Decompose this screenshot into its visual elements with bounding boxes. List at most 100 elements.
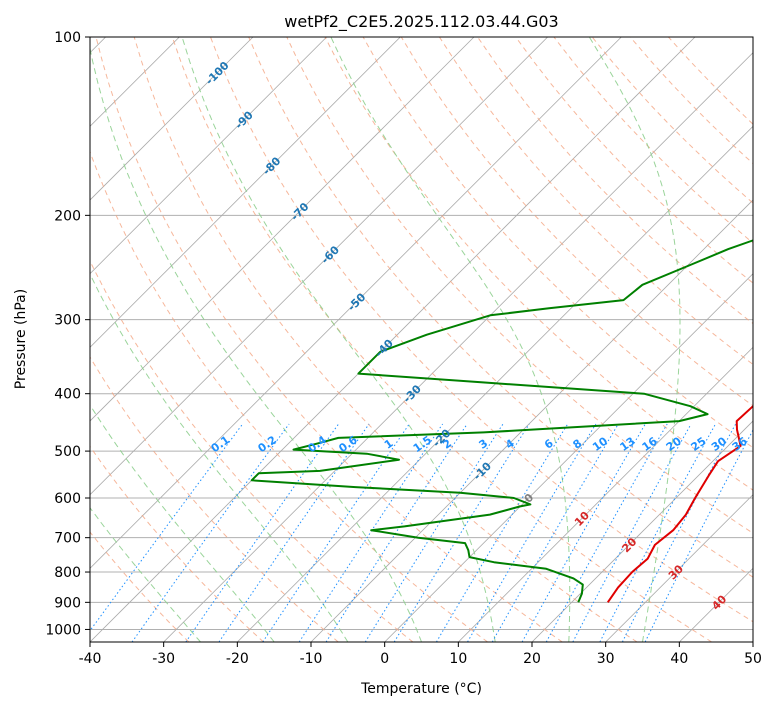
plot-frame [89,36,754,643]
dry-adiabat-line [90,445,264,642]
y-axis-title: Pressure (hPa) [13,289,29,389]
mixing-ratio-line [393,423,530,642]
isotherm-gridline [310,199,753,642]
mixing-ratio-line [185,423,340,642]
mixing-ratio-line [491,423,619,642]
isotherm-gridline [679,567,753,642]
isotherm-gridline [163,52,753,642]
dry-adiabat-line [400,37,753,407]
dry-adiabat-line [515,37,753,284]
y-tick-label: 700 [54,531,81,547]
mixing-ratio-line [599,423,716,642]
y-tick-label: 1000 [45,622,81,638]
mixing-ratio-line [218,423,370,642]
x-tick-label: 20 [523,651,541,667]
isotherm-gridline [531,420,753,642]
mixing-ratio-line [545,423,668,642]
mixing-ratio-line [325,423,468,642]
dry-adiabat-line [90,356,339,642]
mixing-ratio-label: 1.5 [411,433,434,455]
isotherm-label: -10 [471,459,494,482]
moist-adiabat-line [181,37,496,642]
mixing-ratio-line [435,423,569,642]
x-tick-label: -10 [300,651,323,667]
isotherm-label: -90 [233,108,256,131]
dry-adiabat-line [591,37,753,204]
mixing-ratio-line [521,423,646,642]
y-tick-label: 400 [54,387,81,403]
x-tick-label: 50 [744,651,762,667]
y-tick-label: 200 [54,208,81,224]
x-tick-label: 0 [380,651,389,667]
mixing-ratio-line [621,423,737,642]
axes: -40 -30 -20 -10 0 10 20 30 40 5010009008007006005… [45,30,762,667]
dry-adiabat-line [286,37,753,534]
moist-adiabat-line [90,506,201,642]
profiles [250,239,753,603]
moist-adiabat-line [588,37,681,642]
dewpoint-profile-line [250,239,753,603]
isotherm-gridline [605,494,753,642]
mixing-ratio-label: 6 [542,437,556,452]
moist-adiabat-line [90,46,422,642]
isotherm-gridline [90,37,548,496]
chart-title: wetPf2_C2E5.2025.112.03.44.G03 [284,12,558,32]
dry-adiabat-line [90,150,488,642]
mixing-ratio-line [262,423,410,642]
dry-adiabat-line [248,37,753,578]
isopleth-labels: 0.1 0.2 0.4 0.6 1 1.5 2 3 4 6 8 10 13 16 20 25 30 36-100-… [203,59,750,613]
isotherm-gridline [237,125,753,642]
x-tick-label: 30 [597,651,615,667]
isotherm-label: -70 [288,200,311,223]
mixing-ratio-line [467,423,597,642]
isotherm-label: -50 [345,290,368,313]
isotherm-gridline [90,37,475,422]
mixing-ratio-line [90,423,244,632]
dry-adiabat-line [95,37,563,642]
dry-adiabat-line [133,37,638,642]
y-tick-label: 300 [54,313,81,329]
mixing-ratio-line [131,423,290,642]
isotherm-gridline [90,37,401,348]
isotherm-label: -60 [319,243,342,266]
y-tick-label: 600 [54,491,81,507]
isotherm-gridline [384,273,753,642]
x-tick-label: 10 [449,651,467,667]
isotherm-label: -80 [260,154,283,177]
isotherm-gridline [90,37,696,642]
moist-adiabat-line [330,37,571,642]
isotherm-label: 10 [572,509,592,529]
isotherm-gridline [458,346,753,642]
y-tick-label: 800 [54,565,81,581]
isotherm-label: 40 [709,592,729,612]
mixing-ratio-label: 0.2 [256,433,279,455]
isotherm-label: 30 [666,562,686,582]
isotherm-label: -100 [203,59,232,88]
dry-adiabat-line [210,37,753,623]
mixing-ratio-line [298,423,444,642]
moist-adiabat-line [90,272,349,642]
x-tick-label: -30 [152,651,175,667]
y-tick-label: 100 [54,30,81,46]
isotherm-gridline [90,37,327,275]
dry-adiabat-line [90,259,414,642]
isotherm-gridline [752,641,753,642]
dry-adiabat-line [90,531,190,642]
mixing-ratio-label: 3 [477,437,491,452]
moist-adiabat-line [90,404,275,642]
temperature-profile-line [606,404,753,603]
background-grid [90,37,753,642]
dry-adiabat-line [553,37,753,244]
y-tick-label: 500 [54,444,81,460]
dry-adiabat-line [668,37,753,125]
mixing-ratio-label: 0.1 [209,433,232,455]
x-tick-label: 40 [670,651,688,667]
dry-adiabat-line [171,37,712,642]
isotherm-gridline [90,37,622,569]
x-axis-title: Temperature (°C) [360,681,482,697]
mixing-ratio-line [364,423,504,642]
mixing-ratio-line [572,423,692,642]
x-tick-label: -20 [226,651,249,667]
